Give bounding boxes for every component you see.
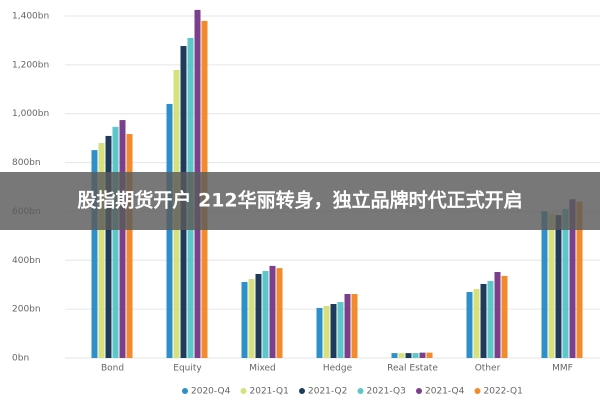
legend-label: 2021-Q3 xyxy=(367,387,406,397)
bar xyxy=(541,211,548,358)
bar xyxy=(330,304,337,358)
bar xyxy=(351,293,358,358)
legend-label: 2021-Q1 xyxy=(250,387,289,397)
bar xyxy=(241,282,248,358)
bar xyxy=(337,302,344,358)
x-tick-label: Mixed xyxy=(249,364,276,374)
bar xyxy=(316,307,323,358)
x-tick-label: MMF xyxy=(552,364,573,374)
y-tick-label: 1,000bn xyxy=(12,109,49,119)
banner-background xyxy=(0,172,600,230)
bar xyxy=(276,268,283,358)
bar xyxy=(569,199,576,358)
y-tick-label: 1,400bn xyxy=(12,12,49,22)
bar xyxy=(255,273,262,358)
bar xyxy=(323,305,330,358)
y-tick-label: 1,200bn xyxy=(12,60,49,70)
bar xyxy=(262,271,269,358)
bar xyxy=(473,289,480,358)
legend-label: 2022-Q1 xyxy=(484,387,523,397)
bar xyxy=(126,133,133,358)
x-tick-label: Bond xyxy=(101,364,124,374)
legend-marker xyxy=(474,388,481,394)
legend-marker xyxy=(182,388,188,394)
legend-marker xyxy=(240,388,247,394)
x-tick-label: Equity xyxy=(173,364,202,374)
bar xyxy=(487,281,494,358)
bar xyxy=(494,272,501,358)
bar xyxy=(105,135,112,358)
bar xyxy=(98,143,105,358)
bar xyxy=(269,265,276,358)
bar xyxy=(91,150,98,358)
bar xyxy=(391,353,398,358)
bar xyxy=(405,353,412,358)
bar xyxy=(555,215,562,358)
bar xyxy=(426,352,433,358)
y-tick-label: 0bn xyxy=(12,354,29,364)
bar xyxy=(248,279,255,358)
bar xyxy=(119,120,126,359)
bar xyxy=(112,126,119,358)
legend-label: 2021-Q4 xyxy=(425,387,465,397)
legend-label: 2020-Q4 xyxy=(191,387,231,397)
bar xyxy=(398,353,405,358)
x-tick-label: Real Estate xyxy=(387,364,438,374)
bar xyxy=(419,352,426,358)
bar xyxy=(344,293,351,358)
y-tick-label: 200bn xyxy=(12,305,41,315)
bar xyxy=(166,103,173,358)
legend-marker xyxy=(416,388,422,394)
x-tick-label: Other xyxy=(475,364,501,374)
bar xyxy=(412,353,419,358)
legend-marker xyxy=(357,388,364,394)
bar xyxy=(548,213,555,358)
bar xyxy=(466,292,473,358)
bar xyxy=(576,201,583,358)
bar xyxy=(501,275,508,358)
legend-label: 2021-Q2 xyxy=(308,387,347,397)
bar xyxy=(480,283,487,358)
banner-text: 股指期货开户 212华丽转身，独立品牌时代正式开启 xyxy=(77,189,522,212)
y-tick-label: 400bn xyxy=(12,256,41,266)
y-tick-label: 800bn xyxy=(12,158,41,168)
bar xyxy=(562,208,569,358)
x-tick-label: Hedge xyxy=(323,364,353,374)
legend-marker xyxy=(299,388,305,394)
